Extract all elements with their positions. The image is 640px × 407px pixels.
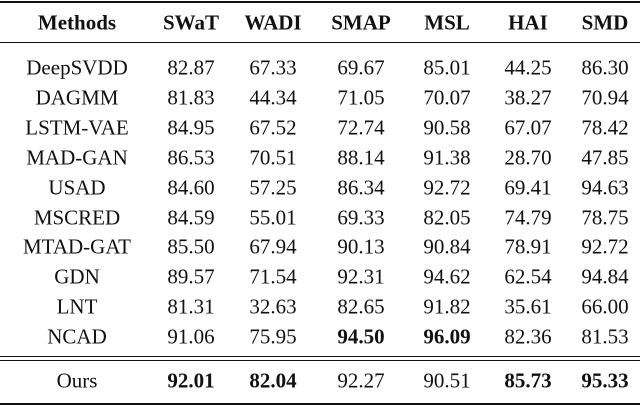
value-cell: 75.95: [249, 324, 297, 349]
value-cell: 74.79: [504, 205, 552, 229]
value-cell: 82.05: [423, 205, 471, 229]
value-cell: 92.72: [423, 175, 471, 200]
value-cell: 81.83: [167, 85, 215, 110]
method-cell: MTAD-GAT: [23, 234, 131, 259]
value-cell: 62.54: [504, 264, 552, 289]
method-cell: USAD: [48, 175, 106, 200]
value-cell: 44.25: [504, 55, 552, 80]
value-cell: 91.38: [423, 145, 471, 170]
value-cell: 70.51: [249, 145, 297, 170]
top-rule: [0, 1, 640, 3]
value-cell: 86.34: [337, 175, 385, 200]
value-cell: 96.09: [423, 324, 471, 349]
header-cell: HAI: [508, 10, 548, 35]
value-cell: 92.01: [167, 368, 215, 393]
value-cell: 67.33: [249, 55, 297, 80]
value-cell: 81.31: [167, 294, 215, 319]
value-cell: 90.84: [423, 234, 471, 259]
value-cell: 85.73: [504, 368, 552, 393]
value-cell: 94.63: [581, 175, 629, 200]
method-cell: DeepSVDD: [26, 55, 128, 80]
bottom-rule: [0, 403, 640, 405]
value-cell: 32.63: [249, 294, 297, 319]
summary-rule: [0, 360, 640, 361]
value-cell: 84.60: [167, 175, 215, 200]
value-cell: 90.51: [423, 368, 471, 393]
value-cell: 67.52: [249, 115, 297, 140]
value-cell: 35.61: [504, 294, 552, 319]
value-cell: 47.85: [581, 145, 629, 170]
header-cell: MSL: [424, 10, 470, 35]
value-cell: 57.25: [249, 175, 297, 200]
value-cell: 84.95: [167, 115, 215, 140]
header-cell: Methods: [37, 10, 117, 35]
value-cell: 86.30: [581, 55, 629, 80]
value-cell: 85.50: [167, 234, 215, 259]
value-cell: 91.06: [167, 324, 215, 349]
value-cell: 94.50: [337, 324, 385, 349]
method-cell: MSCRED: [33, 205, 121, 229]
header-cell: SMD: [581, 10, 629, 35]
value-cell: 95.33: [581, 368, 629, 393]
header-cell: WADI: [244, 10, 302, 35]
value-cell: 84.59: [167, 205, 215, 229]
value-cell: 69.33: [337, 205, 385, 229]
method-cell: LNT: [56, 294, 98, 319]
value-cell: 82.04: [249, 368, 297, 393]
header-cell: SMAP: [331, 10, 391, 35]
value-cell: 94.62: [423, 264, 471, 289]
value-cell: 88.14: [337, 145, 385, 170]
value-cell: 78.42: [581, 115, 629, 140]
value-cell: 91.82: [423, 294, 471, 319]
value-cell: 69.67: [337, 55, 385, 80]
method-cell: GDN: [54, 264, 100, 289]
header-rule: [0, 42, 640, 43]
value-cell: 78.75: [581, 205, 629, 229]
value-cell: 90.58: [423, 115, 471, 140]
value-cell: 44.34: [249, 85, 297, 110]
summary-rule: [0, 356, 640, 357]
value-cell: 67.07: [504, 115, 552, 140]
value-cell: 38.27: [504, 85, 552, 110]
value-cell: 70.07: [423, 85, 471, 110]
value-cell: 92.27: [337, 368, 385, 393]
value-cell: 92.31: [337, 264, 385, 289]
value-cell: 55.01: [249, 205, 297, 229]
value-cell: 86.53: [167, 145, 215, 170]
value-cell: 78.91: [504, 234, 552, 259]
value-cell: 92.72: [581, 234, 629, 259]
value-cell: 72.74: [337, 115, 385, 140]
value-cell: 70.94: [581, 85, 629, 110]
value-cell: 69.41: [504, 175, 552, 200]
value-cell: 90.13: [337, 234, 385, 259]
method-cell: DAGMM: [35, 85, 119, 110]
method-cell: Ours: [56, 368, 98, 393]
value-cell: 71.54: [249, 264, 297, 289]
value-cell: 94.84: [581, 264, 629, 289]
method-cell: LSTM-VAE: [25, 115, 129, 140]
value-cell: 89.57: [167, 264, 215, 289]
value-cell: 82.87: [167, 55, 215, 80]
header-cell: SWaT: [162, 10, 220, 35]
value-cell: 67.94: [249, 234, 297, 259]
value-cell: 82.65: [337, 294, 385, 319]
method-cell: NCAD: [47, 324, 107, 349]
value-cell: 85.01: [423, 55, 471, 80]
value-cell: 81.53: [581, 324, 629, 349]
value-cell: 28.70: [504, 145, 552, 170]
value-cell: 66.00: [581, 294, 629, 319]
value-cell: 71.05: [337, 85, 385, 110]
method-cell: MAD-GAN: [26, 145, 128, 170]
value-cell: 82.36: [504, 324, 552, 349]
